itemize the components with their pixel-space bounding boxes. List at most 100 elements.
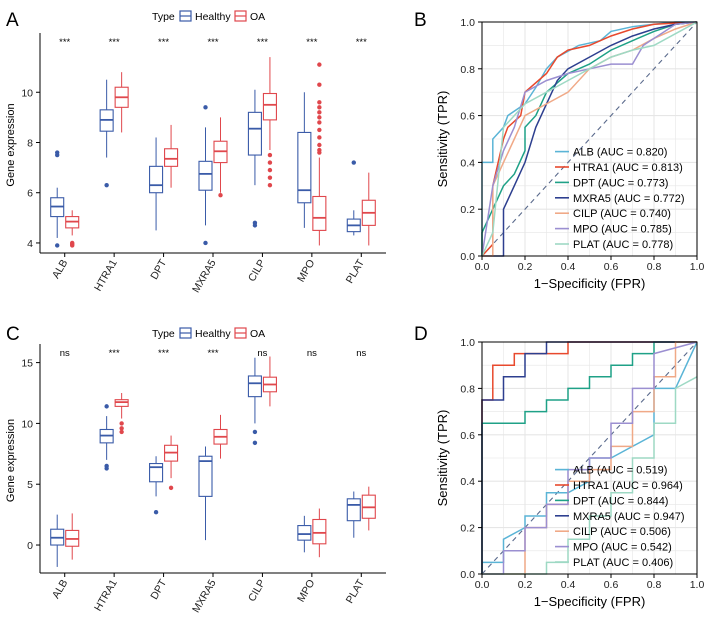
y-tick-label: 0.4 (460, 476, 475, 488)
significance-label: ns (307, 348, 317, 359)
box-healthy-dpt (149, 137, 164, 231)
box-healthy-cilp (247, 357, 262, 446)
outlier-point (203, 240, 208, 246)
x-tick-label: MXRA5 (190, 577, 219, 614)
outlier-point (252, 440, 258, 446)
y-tick-label: 15 (21, 358, 33, 370)
box-iqr (149, 165, 164, 194)
legend-label-plat: PLAT (AUC = 0.406) (573, 557, 673, 569)
legend-label-dpt: DPT (AUC = 0.844) (573, 495, 668, 507)
outlier-point (153, 509, 159, 515)
roc-curve-alb (481, 21, 697, 256)
outlier-point (317, 100, 322, 105)
panel-D-roc: 0.0 0.2 0.4 0.6 0.8 1.0 0.0 0.2 0.4 0.6 0.8 1.0 1−Sp… (435, 337, 704, 609)
outlier-point (55, 243, 60, 248)
y-tick-label: 0.0 (460, 569, 475, 581)
y-tick-label: 0.2 (460, 204, 475, 216)
box-iqr (247, 111, 262, 156)
box-iqr (346, 498, 361, 522)
outlier-point (104, 404, 109, 409)
outlier-point (267, 152, 273, 158)
outlier-point (317, 110, 322, 115)
legend-title: Type (152, 328, 175, 340)
x-tick-label: ALB (50, 578, 70, 601)
box-iqr (312, 518, 327, 545)
box-iqr (164, 148, 179, 167)
outlier-point (317, 120, 322, 125)
outlier-point (252, 223, 258, 228)
outlier-point (317, 62, 322, 67)
box-healthy-alb (50, 150, 65, 248)
legend-label-oa: OA (250, 328, 265, 340)
box-oa-mpo (312, 62, 327, 246)
outlier-point (70, 243, 75, 248)
outlier-point (317, 135, 322, 140)
y-tick-label: 10 (21, 87, 33, 99)
legend-label-healthy: Healthy (195, 11, 231, 23)
panel-C-boxplot: 0 5 10 15 Gene expression Type Healthy OA ALB ns H… (5, 327, 386, 615)
y-tick-label: 0.2 (460, 523, 475, 535)
y-axis-title: Sensitivity (TPR) (435, 410, 450, 507)
x-tick-label: PLAT (344, 577, 367, 606)
box-iqr (114, 399, 129, 407)
box-oa-alb (65, 210, 80, 248)
legend-label-oa: OA (250, 11, 265, 23)
y-axis-title: Gene expression (5, 103, 17, 186)
box-oa-dpt (164, 124, 179, 188)
box-oa-cilp (262, 356, 277, 407)
significance-label: *** (257, 37, 268, 48)
outlier-point (317, 105, 322, 110)
x-tick-label: HTRA1 (92, 257, 120, 293)
outlier-point (317, 82, 322, 87)
box-healthy-mxra5 (198, 105, 213, 246)
outlier-point (267, 182, 273, 188)
x-tick-label: 0.6 (604, 579, 619, 591)
x-axis-title: 1−Specificity (FPR) (534, 594, 646, 609)
x-tick-label: HTRA1 (92, 577, 120, 613)
significance-label: *** (158, 37, 169, 48)
box-iqr (198, 455, 213, 497)
x-tick-label: ALB (50, 258, 70, 281)
y-tick-label: 0.8 (460, 64, 475, 76)
y-tick-label: 0.8 (460, 383, 475, 395)
box-oa-htra1 (114, 72, 129, 133)
significance-label: *** (109, 348, 120, 359)
significance-label: *** (158, 348, 169, 359)
y-tick-label: 6 (27, 188, 33, 200)
x-tick-label: DPT (148, 257, 169, 282)
box-iqr (198, 160, 213, 191)
y-tick-label: 0 (27, 540, 33, 552)
box-healthy-mpo (297, 92, 312, 228)
x-tick-label: 0.4 (561, 261, 576, 273)
significance-label: ns (356, 348, 366, 359)
outlier-point (267, 167, 273, 173)
outlier-point (104, 466, 109, 471)
legend-label-mxra5: MXRA5 (AUC = 0.947) (573, 511, 685, 523)
box-oa-mxra5 (213, 117, 228, 198)
x-tick-label: PLAT (344, 257, 367, 286)
box-oa-alb (65, 513, 80, 560)
legend-label-alb: ALB (AUC = 0.519) (573, 465, 667, 477)
box-oa-plat (361, 486, 376, 531)
x-tick-label: DPT (148, 577, 169, 602)
x-tick-label: 0.4 (561, 579, 576, 591)
x-tick-label: 0.0 (475, 579, 490, 591)
outlier-point (119, 426, 124, 431)
panel-label-a: A (6, 10, 19, 31)
legend-label-plat: PLAT (AUC = 0.778) (573, 239, 673, 251)
box-iqr (297, 525, 312, 541)
x-tick-label: 1.0 (690, 261, 705, 273)
y-tick-label: 0.6 (460, 111, 475, 123)
outlier-point (317, 115, 322, 120)
box-iqr (262, 92, 277, 121)
outlier-point (252, 429, 258, 435)
box-oa-mpo (312, 508, 327, 558)
legend-label-mpo: MPO (AUC = 0.542) (573, 542, 672, 554)
outlier-point (168, 485, 174, 491)
outlier-point (317, 150, 322, 155)
outlier-point (203, 105, 208, 110)
box-healthy-plat (346, 160, 361, 236)
y-tick-label: 5 (27, 479, 33, 491)
reference-diagonal (481, 341, 698, 575)
